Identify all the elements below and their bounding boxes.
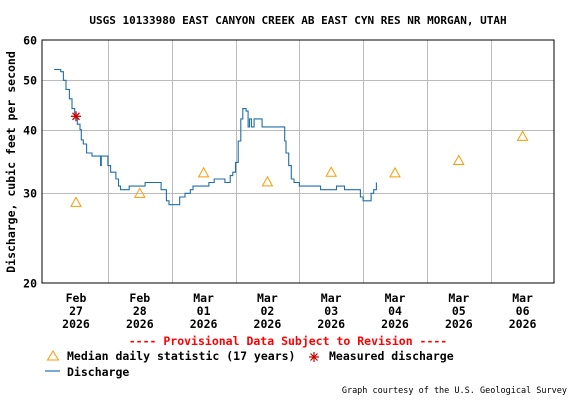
legend-measured-label: Measured discharge <box>329 349 454 363</box>
x-tick-label: 2026 <box>62 317 90 331</box>
x-tick-label: Mar <box>321 291 342 305</box>
x-tick-label: 2026 <box>126 317 154 331</box>
median-marker <box>325 166 338 177</box>
y-tick-label: 60 <box>23 34 37 48</box>
chart-title: USGS 10133980 EAST CANYON CREEK AB EAST … <box>89 14 506 27</box>
median-marker <box>70 196 82 207</box>
legend: Median daily statistic (17 years) Measur… <box>45 349 454 379</box>
x-tick-label: 28 <box>133 304 147 318</box>
x-tick-label: 2026 <box>190 317 218 331</box>
x-tick-label: 2026 <box>445 317 473 331</box>
x-tick-label: Mar <box>512 291 533 305</box>
median-marker <box>516 130 529 141</box>
y-tick-label: 40 <box>23 124 37 138</box>
x-tick-label: Mar <box>257 291 278 305</box>
discharge-series-line <box>54 68 377 206</box>
y-tick-label: 30 <box>23 187 37 201</box>
x-tick-label: 03 <box>324 304 338 318</box>
y-axis-label: Discharge, cubic feet per second <box>4 51 18 273</box>
x-tick-label: 01 <box>197 304 211 318</box>
x-tick-label: Feb <box>129 291 150 305</box>
series-layer <box>54 68 377 206</box>
y-axis-ticks: 20 30 40 50 60 <box>23 34 37 291</box>
x-axis-ticks: Feb272026Feb282026Mar012026Mar022026Mar0… <box>62 291 536 331</box>
y-tick-label: 50 <box>23 74 37 88</box>
measured-marker <box>71 111 81 122</box>
plot-border <box>41 39 555 284</box>
legend-measured-icon <box>309 352 319 362</box>
x-tick-label: 2026 <box>381 317 409 331</box>
legend-discharge-label: Discharge <box>67 365 129 379</box>
x-tick-label: Feb <box>66 291 87 305</box>
x-tick-label: 04 <box>388 304 402 318</box>
x-tick-label: 2026 <box>317 317 345 331</box>
x-tick-label: Mar <box>193 291 214 305</box>
median-marker <box>133 187 146 198</box>
x-tick-label: 05 <box>452 304 466 318</box>
measured-markers <box>71 111 81 122</box>
median-markers <box>70 130 529 207</box>
x-tick-label: 06 <box>516 304 530 318</box>
x-tick-label: Mar <box>385 291 406 305</box>
legend-median-label: Median daily statistic (17 years) <box>67 349 295 363</box>
x-tick-label: Mar <box>448 291 469 305</box>
provisional-note: ---- Provisional Data Subject to Revisio… <box>129 334 448 348</box>
median-marker <box>261 175 274 187</box>
x-tick-label: 02 <box>260 304 274 318</box>
x-tick-label: 2026 <box>254 317 282 331</box>
median-marker <box>197 166 210 178</box>
credit-text: Graph courtesy of the U.S. Geological Su… <box>342 386 567 396</box>
x-tick-label: 2026 <box>509 317 537 331</box>
x-tick-label: 27 <box>69 304 83 318</box>
median-marker <box>452 154 465 165</box>
grid <box>42 40 554 283</box>
y-tick-label: 20 <box>23 277 37 291</box>
legend-median-icon <box>46 350 60 361</box>
median-marker <box>389 166 401 178</box>
